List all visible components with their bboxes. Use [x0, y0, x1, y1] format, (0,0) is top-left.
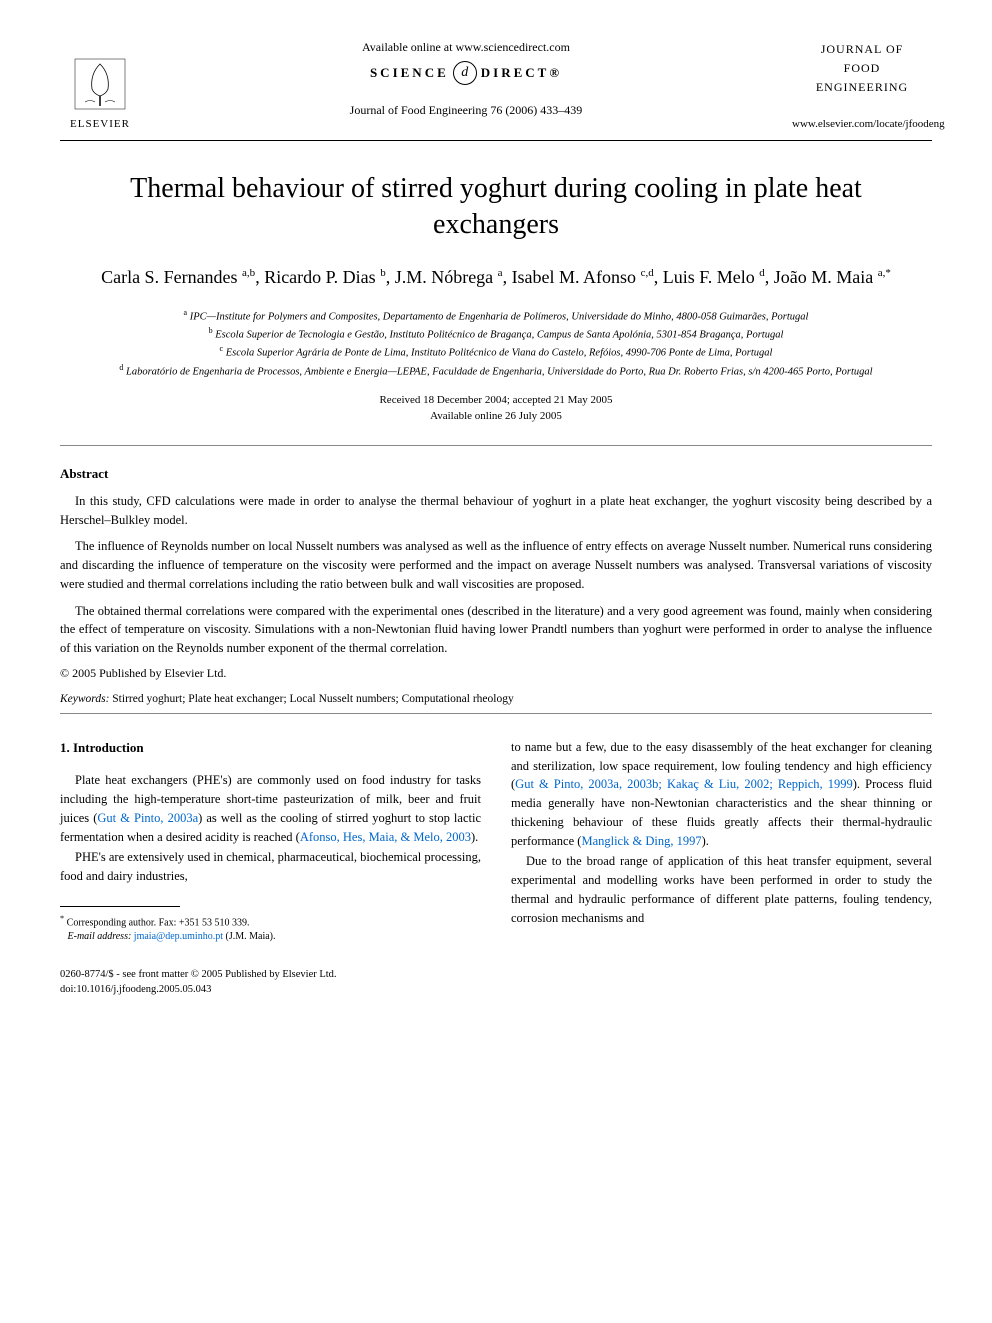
journal-name-line1: JOURNAL OF — [792, 40, 932, 59]
ref-link[interactable]: Manglick & Ding, 1997 — [581, 834, 701, 848]
available-online-text: Available online at www.sciencedirect.co… — [160, 40, 772, 55]
elsevier-tree-icon — [70, 54, 130, 114]
email-name: (J.M. Maia). — [223, 931, 276, 942]
sd-left: SCIENCE — [370, 65, 449, 81]
footer-meta: 0260-8774/$ - see front matter © 2005 Pu… — [60, 968, 932, 997]
journal-name-line2: FOOD — [792, 59, 932, 78]
ref-link[interactable]: Afonso, Hes, Maia, & Melo, 2003 — [300, 830, 471, 844]
header-center: Available online at www.sciencedirect.co… — [140, 40, 792, 118]
header-row: ELSEVIER Available online at www.science… — [60, 40, 932, 130]
journal-name-line3: ENGINEERING — [792, 78, 932, 97]
abstract-body: In this study, CFD calculations were mad… — [60, 492, 932, 658]
footer-line1: 0260-8774/$ - see front matter © 2005 Pu… — [60, 968, 932, 983]
left-column: 1. Introduction Plate heat exchangers (P… — [60, 738, 481, 944]
header-rule — [60, 140, 932, 141]
right-column: to name but a few, due to the easy disas… — [511, 738, 932, 944]
abstract-heading: Abstract — [60, 466, 932, 482]
ref-link[interactable]: Gut & Pinto, 2003a — [97, 811, 198, 825]
affiliation-d: d Laboratório de Engenharia de Processos… — [60, 362, 932, 380]
corresponding-footnote: * Corresponding author. Fax: +351 53 510… — [60, 913, 481, 944]
two-column-body: 1. Introduction Plate heat exchangers (P… — [60, 738, 932, 944]
sd-right: DIRECT® — [481, 65, 562, 81]
authors-list: Carla S. Fernandes a,b, Ricardo P. Dias … — [60, 264, 932, 291]
affiliations: a IPC—Institute for Polymers and Composi… — [60, 307, 932, 380]
abstract-top-rule — [60, 445, 932, 446]
email-link[interactable]: jmaia@dep.uminho.pt — [134, 931, 223, 942]
intro-right-p1: to name but a few, due to the easy disas… — [511, 738, 932, 851]
email-label: E-mail address: — [68, 931, 132, 942]
abstract-bottom-rule — [60, 713, 932, 714]
sd-symbol-icon: d — [453, 61, 477, 85]
intro-left-p2: PHE's are extensively used in chemical, … — [60, 848, 481, 886]
abstract-p2: The influence of Reynolds number on loca… — [60, 537, 932, 593]
journal-url: www.elsevier.com/locate/jfoodeng — [792, 118, 932, 130]
received-accepted: Received 18 December 2004; accepted 21 M… — [60, 392, 932, 409]
intro-heading: 1. Introduction — [60, 738, 481, 758]
journal-citation: Journal of Food Engineering 76 (2006) 43… — [160, 103, 772, 118]
keywords-label: Keywords: — [60, 693, 109, 705]
keywords: Keywords: Stirred yoghurt; Plate heat ex… — [60, 693, 932, 705]
footer-line2: doi:10.1016/j.jfoodeng.2005.05.043 — [60, 983, 932, 998]
abstract-p1: In this study, CFD calculations were mad… — [60, 492, 932, 530]
elsevier-logo: ELSEVIER — [60, 40, 140, 130]
article-title: Thermal behaviour of stirred yoghurt dur… — [120, 171, 872, 244]
abstract-p3: The obtained thermal correlations were c… — [60, 602, 932, 658]
affiliation-b: b Escola Superior de Tecnologia e Gestão… — [60, 325, 932, 343]
ref-link[interactable]: Gut & Pinto, 2003a, 2003b; Kakaç & Liu, … — [515, 777, 853, 791]
sciencedirect-logo: SCIENCE d DIRECT® — [370, 61, 562, 85]
elsevier-label: ELSEVIER — [70, 118, 130, 130]
affiliation-c: c Escola Superior Agrária de Ponte de Li… — [60, 343, 932, 361]
intro-left-p1: Plate heat exchangers (PHE's) are common… — [60, 771, 481, 846]
available-online-date: Available online 26 July 2005 — [60, 408, 932, 425]
affiliation-a: a IPC—Institute for Polymers and Composi… — [60, 307, 932, 325]
footnote-separator — [60, 906, 180, 907]
intro-right-p2: Due to the broad range of application of… — [511, 852, 932, 927]
keywords-text: Stirred yoghurt; Plate heat exchanger; L… — [109, 693, 513, 705]
journal-box: JOURNAL OF FOOD ENGINEERING www.elsevier… — [792, 40, 932, 130]
article-dates: Received 18 December 2004; accepted 21 M… — [60, 392, 932, 425]
abstract-copyright: © 2005 Published by Elsevier Ltd. — [60, 666, 932, 681]
